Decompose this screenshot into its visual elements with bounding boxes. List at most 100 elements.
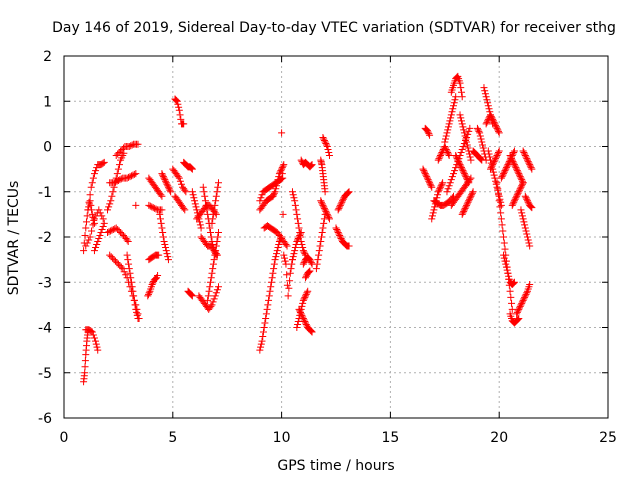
data-point	[270, 265, 278, 273]
data-point	[424, 176, 432, 184]
data-point	[205, 287, 213, 295]
data-point	[325, 149, 333, 157]
data-point	[510, 279, 518, 287]
data-point	[521, 150, 529, 158]
data-point	[344, 189, 352, 197]
data-point	[305, 268, 313, 276]
data-point	[457, 114, 465, 122]
x-tick-label: 10	[273, 430, 291, 446]
data-point	[307, 162, 315, 170]
data-point	[119, 265, 127, 273]
data-point	[459, 209, 467, 217]
data-point	[204, 292, 212, 300]
data-point	[515, 305, 523, 313]
data-point	[520, 295, 528, 303]
data-point	[149, 204, 157, 212]
data-point	[453, 73, 461, 81]
data-point	[213, 238, 221, 246]
data-point	[296, 231, 304, 239]
data-point	[108, 226, 116, 234]
data-point	[467, 192, 475, 200]
data-point	[206, 283, 214, 291]
data-point	[297, 156, 305, 164]
data-point	[96, 231, 104, 239]
data-point	[336, 201, 344, 209]
data-point	[504, 269, 512, 277]
data-point	[112, 152, 120, 160]
data-point	[516, 171, 524, 179]
data-point	[271, 256, 279, 264]
data-point	[516, 186, 524, 194]
data-point	[492, 180, 500, 188]
y-tick-label: -3	[38, 275, 52, 291]
data-point	[181, 186, 189, 194]
data-point	[210, 256, 218, 264]
data-point	[302, 319, 310, 327]
data-point	[175, 106, 183, 114]
data-point	[199, 183, 207, 191]
data-point	[117, 228, 125, 236]
data-point	[297, 310, 305, 318]
data-point	[443, 129, 451, 137]
data-point	[527, 203, 535, 211]
data-point	[337, 235, 345, 243]
data-point	[307, 327, 315, 335]
data-point	[213, 286, 221, 294]
data-point	[434, 156, 442, 164]
data-point	[166, 186, 174, 194]
data-point	[106, 251, 114, 259]
data-point	[320, 135, 328, 143]
data-point	[518, 176, 526, 184]
data-point	[483, 118, 491, 126]
data-point	[86, 233, 94, 241]
data-point	[274, 176, 282, 184]
data-point	[104, 206, 112, 214]
data-point	[428, 212, 436, 220]
data-point	[127, 278, 135, 286]
data-point	[339, 195, 347, 203]
data-point	[442, 135, 450, 143]
data-point	[119, 144, 127, 152]
data-point	[164, 183, 172, 191]
data-point	[332, 224, 340, 232]
data-point	[117, 175, 125, 183]
data-point	[274, 244, 282, 252]
data-point	[456, 79, 464, 87]
data-point	[429, 209, 437, 217]
data-point	[444, 123, 452, 131]
data-point	[522, 153, 530, 161]
data-point	[148, 203, 156, 211]
data-point	[269, 269, 277, 277]
data-point	[319, 201, 327, 209]
data-point	[175, 174, 183, 182]
data-point	[157, 191, 165, 199]
data-point	[106, 200, 114, 208]
data-point	[333, 225, 341, 233]
data-point	[482, 93, 490, 101]
data-point	[112, 224, 120, 232]
data-point	[126, 173, 134, 181]
data-point	[256, 346, 264, 354]
data-point	[519, 179, 527, 187]
data-point	[468, 191, 476, 199]
data-point	[451, 167, 459, 175]
data-point	[270, 191, 278, 199]
data-point	[524, 236, 532, 244]
data-point	[452, 152, 460, 160]
data-point	[304, 287, 312, 295]
data-point	[316, 242, 324, 250]
data-point	[490, 171, 498, 179]
data-point	[300, 259, 308, 267]
x-tick-labels: 0 5 10 15 20 25	[60, 430, 617, 446]
data-point	[203, 206, 211, 214]
data-point	[134, 314, 142, 322]
data-point	[461, 204, 469, 212]
data-point	[301, 293, 309, 301]
data-point	[87, 327, 95, 335]
data-point	[439, 179, 447, 187]
data-point	[459, 167, 467, 175]
data-point	[127, 172, 135, 180]
data-point	[281, 254, 289, 262]
data-point	[485, 105, 493, 113]
data-point	[164, 253, 172, 261]
